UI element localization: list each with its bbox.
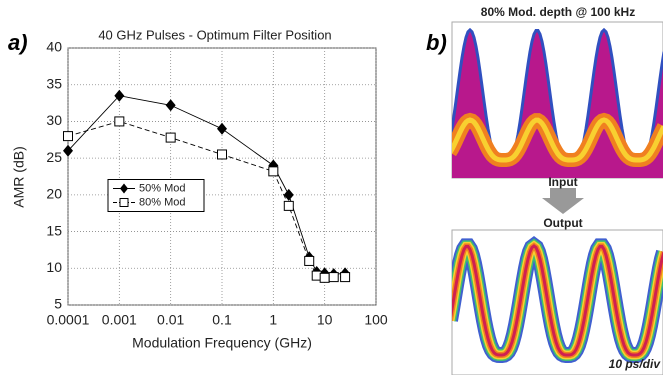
- data-point: [114, 89, 125, 102]
- x-tick-label: 0.001: [102, 312, 137, 328]
- plot: 5 10 15 20 25 30 35 40 0.0001 0.001 0.01 0.1 1 10 100 5…: [46, 39, 387, 328]
- panel-label: b): [426, 30, 447, 55]
- eye-fill: [452, 30, 663, 178]
- y-tick-label: 15: [46, 222, 62, 238]
- data-point: [268, 166, 279, 177]
- x-tick-label: 100: [364, 312, 388, 328]
- plot-frame: [67, 47, 377, 306]
- data-point: [319, 272, 330, 283]
- data-point: [217, 149, 227, 160]
- panel-title: 80% Mod. depth @ 100 kHz: [481, 5, 635, 19]
- input-eye: [452, 27, 663, 178]
- y-tick-label: 30: [46, 112, 62, 128]
- data-point: [114, 116, 125, 127]
- x-axis-label: Modulation Frequency (GHz): [132, 335, 312, 351]
- x-tick-label: 0.01: [157, 312, 184, 328]
- y-tick-label: 35: [46, 75, 62, 91]
- chart-title: 40 GHz Pulses - Optimum Filter Position: [98, 27, 331, 42]
- y-tick-label: 20: [46, 186, 62, 202]
- arrow: [542, 188, 584, 214]
- data-point: [283, 188, 294, 201]
- y-tick-label: 40: [46, 39, 62, 55]
- data-point: [63, 131, 73, 142]
- output-label: Output: [543, 216, 582, 230]
- data-point: [165, 99, 176, 112]
- x-tick-label: 10: [317, 312, 333, 328]
- data-point: [304, 255, 315, 266]
- output-eye: [452, 236, 663, 363]
- y-tick-label: 10: [46, 259, 62, 275]
- y-tick-label: 5: [54, 296, 62, 312]
- legend-label: 80% Mod: [139, 196, 185, 208]
- data-point: [165, 132, 176, 143]
- eye-trace: [452, 244, 663, 357]
- x-tick-label: 0.1: [212, 312, 232, 328]
- data-point: [340, 272, 351, 283]
- panel-label: a): [8, 30, 28, 55]
- input-label: Input: [548, 175, 577, 189]
- x-tick-label: 1: [269, 312, 277, 328]
- legend-marker: [119, 198, 129, 207]
- legend-marker: [120, 183, 128, 194]
- scale-label: 10 ps/div: [609, 357, 662, 371]
- data-point: [328, 272, 339, 283]
- y-axis-label: AMR (dB): [11, 146, 27, 207]
- data-point: [63, 144, 73, 157]
- data-point: [217, 122, 227, 135]
- x-tick-label: 0.0001: [47, 312, 90, 328]
- legend-label: 50% Mod: [139, 182, 185, 194]
- y-tick-label: 25: [46, 149, 62, 165]
- eye-band: [452, 117, 663, 163]
- data-point: [283, 200, 294, 211]
